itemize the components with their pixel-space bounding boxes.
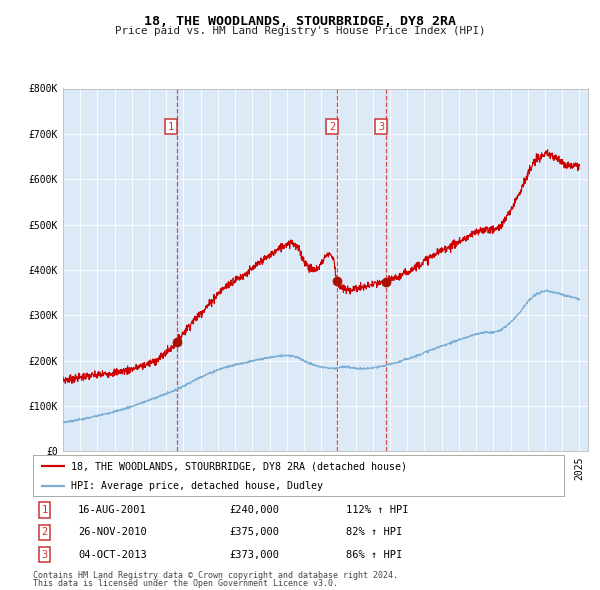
- Text: £240,000: £240,000: [229, 505, 280, 515]
- Text: HPI: Average price, detached house, Dudley: HPI: Average price, detached house, Dudl…: [71, 481, 323, 490]
- Text: 16-AUG-2001: 16-AUG-2001: [78, 505, 147, 515]
- Text: 82% ↑ HPI: 82% ↑ HPI: [346, 527, 403, 537]
- Text: 1: 1: [168, 122, 174, 132]
- Text: 1: 1: [41, 505, 48, 515]
- Text: 112% ↑ HPI: 112% ↑ HPI: [346, 505, 409, 515]
- Text: 18, THE WOODLANDS, STOURBRIDGE, DY8 2RA (detached house): 18, THE WOODLANDS, STOURBRIDGE, DY8 2RA …: [71, 461, 407, 471]
- Text: 2: 2: [41, 527, 48, 537]
- Text: 2: 2: [329, 122, 335, 132]
- Text: £375,000: £375,000: [229, 527, 280, 537]
- Text: £373,000: £373,000: [229, 550, 280, 560]
- Text: 18, THE WOODLANDS, STOURBRIDGE, DY8 2RA: 18, THE WOODLANDS, STOURBRIDGE, DY8 2RA: [144, 15, 456, 28]
- Text: 86% ↑ HPI: 86% ↑ HPI: [346, 550, 403, 560]
- Text: Contains HM Land Registry data © Crown copyright and database right 2024.: Contains HM Land Registry data © Crown c…: [33, 571, 398, 579]
- Text: 26-NOV-2010: 26-NOV-2010: [78, 527, 147, 537]
- Text: 04-OCT-2013: 04-OCT-2013: [78, 550, 147, 560]
- Text: This data is licensed under the Open Government Licence v3.0.: This data is licensed under the Open Gov…: [33, 579, 338, 588]
- Text: Price paid vs. HM Land Registry's House Price Index (HPI): Price paid vs. HM Land Registry's House …: [115, 26, 485, 36]
- Text: 3: 3: [41, 550, 48, 560]
- Text: 3: 3: [378, 122, 384, 132]
